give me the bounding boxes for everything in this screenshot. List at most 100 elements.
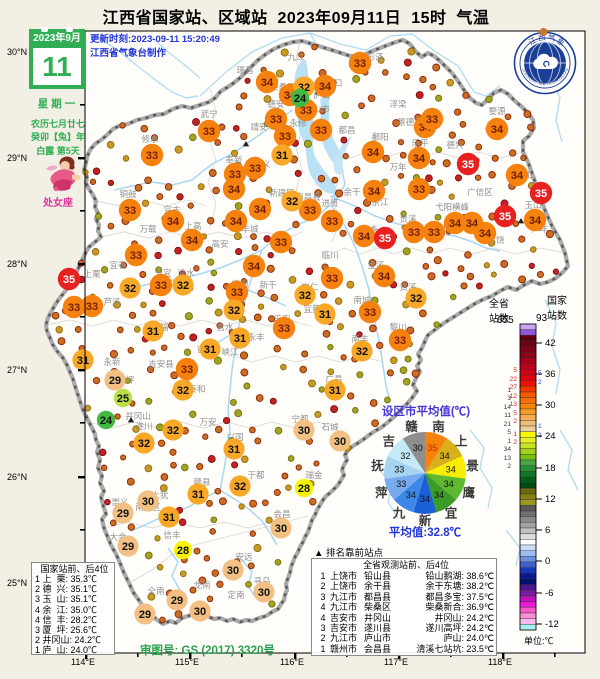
svg-text:28: 28 <box>177 545 189 557</box>
svg-text:33: 33 <box>203 126 215 138</box>
svg-text:32: 32 <box>356 346 368 358</box>
svg-text:宜春: 宜春 <box>109 260 127 270</box>
svg-text:11: 11 <box>504 412 511 419</box>
svg-text:34: 34 <box>511 170 524 182</box>
svg-text:庐山市: 庐山市 <box>304 104 330 114</box>
svg-text:南昌县: 南昌县 <box>295 192 321 202</box>
svg-text:32: 32 <box>400 451 410 461</box>
svg-text:6: 6 <box>545 525 550 536</box>
svg-text:30: 30 <box>545 400 556 411</box>
svg-text:31: 31 <box>276 150 288 162</box>
svg-text:34: 34 <box>230 216 243 228</box>
svg-text:30: 30 <box>334 436 346 448</box>
svg-text:万载: 万载 <box>139 224 157 234</box>
svg-text:33: 33 <box>315 125 327 137</box>
svg-text:资溪: 资溪 <box>399 282 417 292</box>
svg-text:33: 33 <box>279 131 291 143</box>
svg-text:33: 33 <box>394 335 406 347</box>
svg-text:黎川: 黎川 <box>389 322 406 332</box>
svg-text:34: 34 <box>406 490 416 500</box>
svg-text:33: 33 <box>124 205 136 217</box>
svg-text:34: 34 <box>358 231 371 243</box>
svg-text:宜: 宜 <box>445 505 458 520</box>
svg-text:贵溪: 贵溪 <box>399 214 417 224</box>
svg-text:30: 30 <box>298 425 310 437</box>
svg-text:厦坪: 厦坪 <box>117 375 135 385</box>
svg-text:33: 33 <box>304 205 316 217</box>
svg-text:32: 32 <box>234 481 246 493</box>
svg-text:18: 18 <box>545 463 556 474</box>
svg-text:龙南: 龙南 <box>193 580 210 590</box>
svg-text:万年: 万年 <box>389 162 407 172</box>
svg-text:5: 5 <box>507 429 511 436</box>
svg-text:34: 34 <box>186 235 199 247</box>
svg-text:24: 24 <box>545 431 556 442</box>
svg-text:安远: 安远 <box>235 552 253 562</box>
svg-text:宜黄: 宜黄 <box>303 304 321 314</box>
svg-text:奉新: 奉新 <box>225 155 243 165</box>
svg-text:30: 30 <box>194 606 206 618</box>
svg-text:31: 31 <box>204 344 216 356</box>
svg-text:1: 1 <box>507 438 511 445</box>
svg-text:34: 34 <box>261 77 274 89</box>
svg-text:广昌: 广昌 <box>325 374 342 384</box>
svg-text:34: 34 <box>529 215 542 227</box>
svg-text:气: 气 <box>547 32 557 43</box>
svg-text:33: 33 <box>275 237 287 249</box>
svg-text:弋阳横峰: 弋阳横峰 <box>435 202 470 212</box>
svg-text:34: 34 <box>420 494 430 504</box>
svg-text:九: 九 <box>392 505 406 520</box>
svg-text:玉山: 玉山 <box>524 200 541 210</box>
svg-text:34: 34 <box>434 490 444 500</box>
svg-text:33: 33 <box>229 169 241 181</box>
svg-text:3: 3 <box>507 395 511 402</box>
svg-text:新干: 新干 <box>259 280 277 290</box>
svg-text:瑞昌: 瑞昌 <box>236 65 253 75</box>
svg-text:32: 32 <box>177 385 189 397</box>
svg-text:万安: 万安 <box>199 417 216 427</box>
svg-text:21: 21 <box>504 421 512 428</box>
svg-text:2: 2 <box>538 379 542 386</box>
svg-text:-12: -12 <box>545 619 559 630</box>
svg-text:33: 33 <box>249 163 261 175</box>
svg-text:德兴: 德兴 <box>446 140 464 150</box>
svg-text:32: 32 <box>228 305 240 317</box>
svg-text:兴国: 兴国 <box>226 432 243 442</box>
svg-text:彭泽: 彭泽 <box>366 52 384 62</box>
svg-text:永修: 永修 <box>289 118 307 128</box>
svg-text:上犹: 上犹 <box>151 490 169 500</box>
svg-text:34: 34 <box>378 271 391 283</box>
svg-text:赣: 赣 <box>405 419 418 434</box>
svg-text:14: 14 <box>504 404 512 411</box>
svg-text:33: 33 <box>354 58 366 70</box>
svg-text:乐平: 乐平 <box>411 138 429 148</box>
svg-text:35: 35 <box>379 233 391 245</box>
svg-text:余干: 余干 <box>343 187 361 197</box>
svg-text:34: 34 <box>444 479 454 489</box>
svg-text:32: 32 <box>177 280 189 292</box>
svg-text:2: 2 <box>538 432 542 439</box>
svg-text:35: 35 <box>462 159 474 171</box>
svg-text:上栗: 上栗 <box>83 269 101 279</box>
svg-text:永丰: 永丰 <box>247 332 265 342</box>
svg-text:31: 31 <box>228 444 240 456</box>
svg-text:靖安: 靖安 <box>250 122 267 132</box>
svg-text:34: 34 <box>368 186 381 198</box>
svg-text:德安: 德安 <box>267 99 284 109</box>
svg-text:33: 33 <box>270 114 282 126</box>
svg-text:33: 33 <box>413 184 425 196</box>
svg-text:宁都: 宁都 <box>291 414 309 424</box>
svg-text:南: 南 <box>432 419 445 434</box>
svg-text:吉: 吉 <box>382 434 395 449</box>
svg-text:崇义: 崇义 <box>111 497 129 507</box>
svg-text:22: 22 <box>510 376 518 383</box>
svg-text:新: 新 <box>419 513 432 528</box>
svg-text:泰和: 泰和 <box>188 384 205 394</box>
svg-text:12: 12 <box>510 393 518 400</box>
svg-text:33: 33 <box>426 114 438 126</box>
svg-text:5: 5 <box>538 370 542 377</box>
svg-text:42: 42 <box>545 338 556 349</box>
svg-text:29: 29 <box>139 609 151 621</box>
svg-text:24: 24 <box>100 415 113 427</box>
svg-text:象: 象 <box>555 36 567 49</box>
